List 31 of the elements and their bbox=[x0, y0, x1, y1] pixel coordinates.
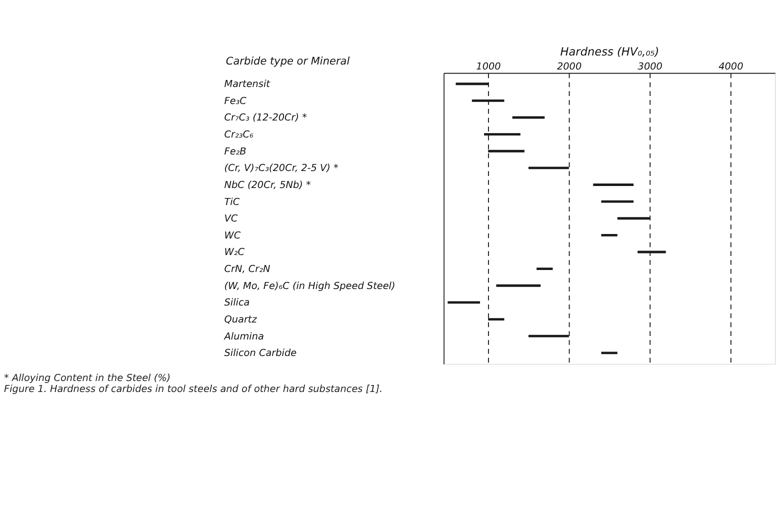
y-tick-label: (W, Mo, Fe)₆C (in High Speed Steel) bbox=[224, 280, 396, 292]
caption: Figure 1. Hardness of carbides in tool steels and of other hard substances [1]. bbox=[4, 384, 383, 396]
text: * Alloying Content in the Steel (%) bbox=[4, 372, 171, 384]
y-tick-label: Cr₂₃C₆ bbox=[224, 130, 254, 141]
y-tick-label: WC bbox=[224, 230, 241, 242]
bar bbox=[601, 200, 634, 203]
y-tick-label: CrN, Cr₂N bbox=[224, 264, 270, 276]
x-tick-label: 1000 bbox=[476, 61, 501, 72]
y-tick-label: Martensit bbox=[224, 79, 272, 90]
y-tick-label: NbC (20Cr, 5Nb) * bbox=[224, 180, 312, 191]
y-tick-label: VC bbox=[224, 214, 238, 225]
y-tick-label: Cr₇C₃ (12-20Cr) * bbox=[224, 112, 308, 124]
y-tick-label: (Cr, V)₇C₃(20Cr, 2-5 V) * bbox=[224, 163, 338, 174]
bar bbox=[593, 184, 634, 186]
x-tick-label: 3000 bbox=[638, 61, 662, 72]
bar bbox=[536, 268, 553, 270]
y-tick-label: Fe₂B bbox=[224, 146, 247, 158]
x-axis-title: Hardness (HV₀,₀₅) bbox=[560, 46, 660, 59]
x-tick-label: 4000 bbox=[718, 61, 744, 72]
y-tick-label: TiC bbox=[224, 196, 240, 208]
y-tick-label: Alumina bbox=[223, 331, 264, 342]
bar bbox=[601, 352, 618, 354]
bar bbox=[601, 234, 618, 236]
y-tick-label: Fe₃C bbox=[224, 96, 247, 107]
bar bbox=[496, 284, 541, 287]
y-tick-label: Silica bbox=[224, 298, 250, 309]
y-tick-label: Silicon Carbide bbox=[224, 348, 297, 360]
y-tick-label: W₂C bbox=[224, 247, 245, 258]
y-tick-label: Quartz bbox=[224, 314, 258, 326]
y-axis-title: Carbide type or Mineral bbox=[226, 55, 350, 68]
x-tick-label: 2000 bbox=[556, 61, 582, 72]
